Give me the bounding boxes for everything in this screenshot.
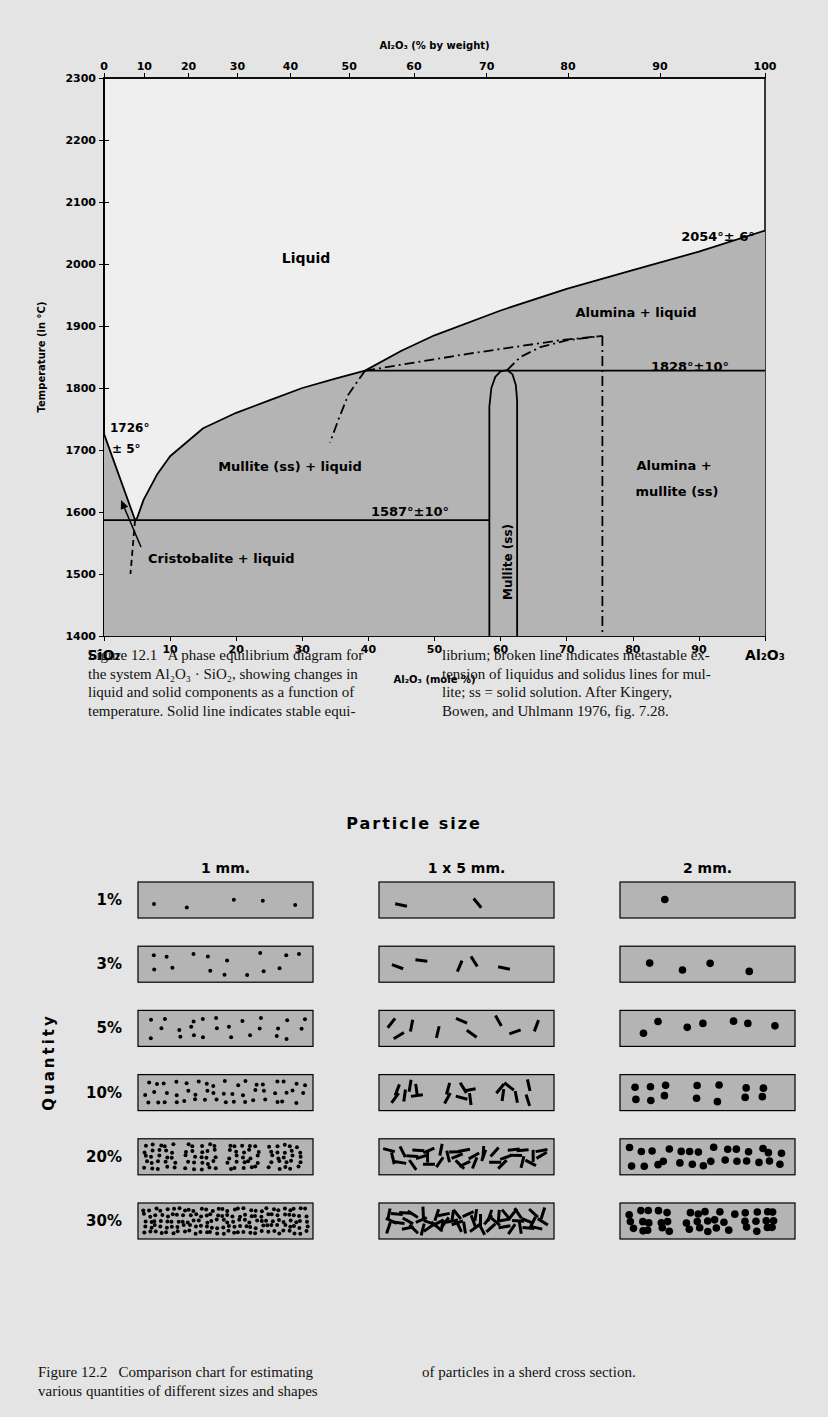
svg-text:1 x 5 mm.: 1 x 5 mm. xyxy=(428,860,506,876)
svg-text:70: 70 xyxy=(479,60,495,73)
svg-text:1828°±10°: 1828°±10° xyxy=(651,359,729,374)
svg-text:Cristobalite + liquid: Cristobalite + liquid xyxy=(148,551,295,566)
svg-text:1 mm.: 1 mm. xyxy=(201,860,250,876)
svg-text:50: 50 xyxy=(342,60,358,73)
svg-text:2100: 2100 xyxy=(65,196,96,209)
svg-text:Mullite (ss): Mullite (ss) xyxy=(501,524,515,600)
svg-text:30%: 30% xyxy=(86,1212,122,1230)
svg-text:± 5°: ± 5° xyxy=(112,442,141,456)
svg-text:0: 0 xyxy=(100,60,108,73)
svg-text:2054°± 6°: 2054°± 6° xyxy=(681,229,755,244)
svg-text:10: 10 xyxy=(137,60,153,73)
svg-text:Alumina + liquid: Alumina + liquid xyxy=(576,305,697,320)
svg-text:1587°±10°: 1587°±10° xyxy=(371,504,449,519)
svg-text:5%: 5% xyxy=(97,1019,122,1037)
svg-text:mullite (ss): mullite (ss) xyxy=(635,484,718,499)
svg-text:10%: 10% xyxy=(86,1084,122,1102)
svg-text:2 mm.: 2 mm. xyxy=(683,860,732,876)
svg-text:1700: 1700 xyxy=(65,444,96,457)
svg-text:Liquid: Liquid xyxy=(282,250,331,266)
svg-text:30: 30 xyxy=(230,60,246,73)
svg-text:1400: 1400 xyxy=(65,630,96,643)
svg-text:2300: 2300 xyxy=(65,72,96,85)
svg-text:50: 50 xyxy=(427,643,443,656)
svg-text:2200: 2200 xyxy=(65,134,96,147)
svg-text:1600: 1600 xyxy=(65,506,96,519)
svg-text:1%: 1% xyxy=(97,891,122,909)
svg-text:Temperature (in °C): Temperature (in °C) xyxy=(36,302,47,413)
svg-text:Al₂O₃ (% by weight): Al₂O₃ (% by weight) xyxy=(379,40,489,51)
svg-text:100: 100 xyxy=(754,60,777,73)
svg-text:3%: 3% xyxy=(97,955,122,973)
svg-text:80: 80 xyxy=(560,60,576,73)
svg-text:Alumina +: Alumina + xyxy=(636,458,711,473)
svg-text:1726°: 1726° xyxy=(110,421,149,435)
svg-text:Al₂O₃: Al₂O₃ xyxy=(745,647,785,663)
svg-text:2000: 2000 xyxy=(65,258,96,271)
svg-text:Quantity: Quantity xyxy=(40,1013,58,1111)
svg-text:20: 20 xyxy=(181,60,197,73)
svg-text:Mullite (ss) + liquid: Mullite (ss) + liquid xyxy=(218,459,362,474)
svg-text:60: 60 xyxy=(406,60,422,73)
svg-text:1500: 1500 xyxy=(65,568,96,581)
svg-text:Particle size: Particle size xyxy=(346,814,482,833)
svg-text:90: 90 xyxy=(652,60,668,73)
svg-text:20%: 20% xyxy=(86,1148,122,1166)
svg-text:40: 40 xyxy=(283,60,299,73)
svg-text:1800: 1800 xyxy=(65,382,96,395)
svg-text:1900: 1900 xyxy=(65,320,96,333)
